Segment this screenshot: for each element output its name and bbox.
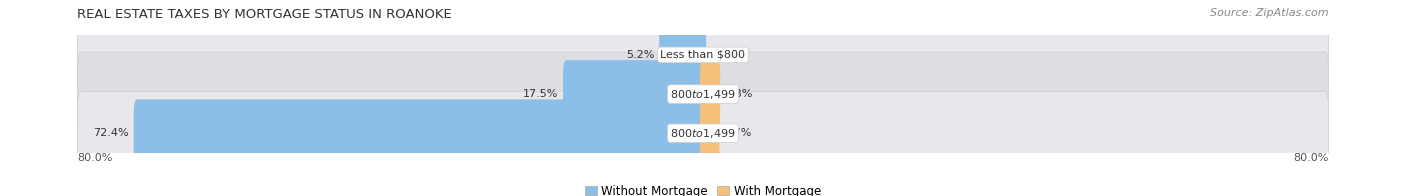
FancyBboxPatch shape xyxy=(700,99,720,167)
Text: Source: ZipAtlas.com: Source: ZipAtlas.com xyxy=(1211,8,1329,18)
FancyBboxPatch shape xyxy=(77,52,1329,136)
Text: $800 to $1,499: $800 to $1,499 xyxy=(671,127,735,140)
Text: 80.0%: 80.0% xyxy=(1294,153,1329,163)
Text: 1.7%: 1.7% xyxy=(724,128,752,138)
FancyBboxPatch shape xyxy=(659,21,706,89)
FancyBboxPatch shape xyxy=(134,99,706,167)
Text: 72.4%: 72.4% xyxy=(93,128,129,138)
Legend: Without Mortgage, With Mortgage: Without Mortgage, With Mortgage xyxy=(581,180,825,196)
FancyBboxPatch shape xyxy=(700,60,720,128)
Text: 17.5%: 17.5% xyxy=(523,89,558,99)
Text: 1.8%: 1.8% xyxy=(725,89,754,99)
Text: Less than $800: Less than $800 xyxy=(661,50,745,60)
Text: 80.0%: 80.0% xyxy=(77,153,112,163)
Text: 0.0%: 0.0% xyxy=(711,50,740,60)
Text: 5.2%: 5.2% xyxy=(626,50,655,60)
FancyBboxPatch shape xyxy=(562,60,706,128)
FancyBboxPatch shape xyxy=(77,91,1329,175)
FancyBboxPatch shape xyxy=(77,13,1329,97)
Text: $800 to $1,499: $800 to $1,499 xyxy=(671,88,735,101)
Text: REAL ESTATE TAXES BY MORTGAGE STATUS IN ROANOKE: REAL ESTATE TAXES BY MORTGAGE STATUS IN … xyxy=(77,8,453,21)
